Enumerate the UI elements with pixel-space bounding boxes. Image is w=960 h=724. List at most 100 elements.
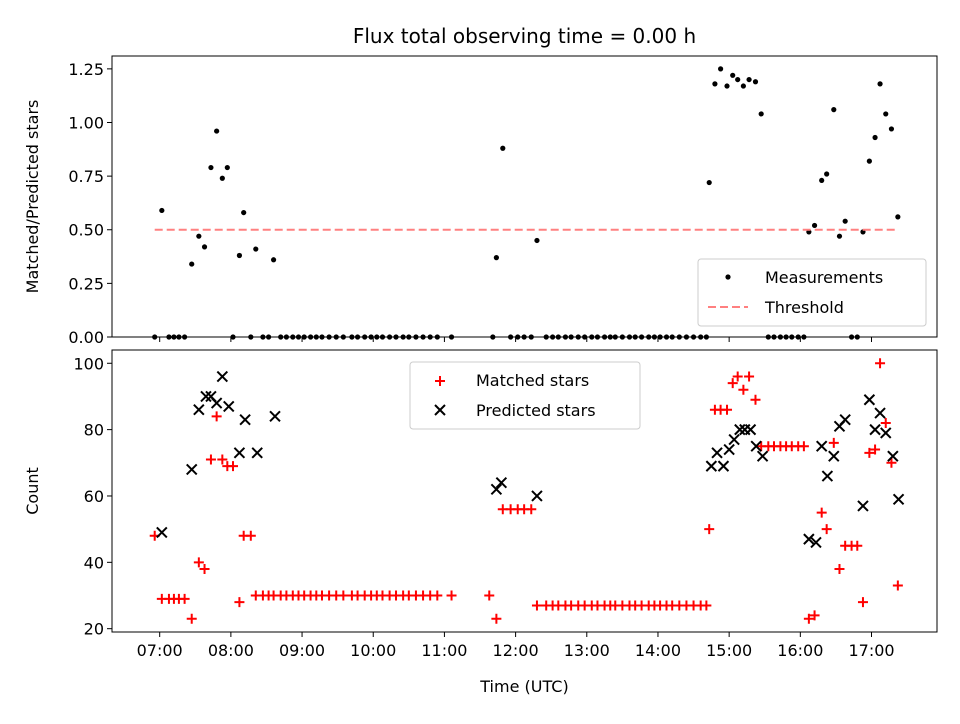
panel1-measurements-point (740, 83, 746, 89)
panel1-measurements-point (159, 207, 165, 214)
panel2-matched-stars-point (809, 610, 820, 621)
panel2-matched-stars-point (199, 563, 210, 574)
panel2-matched-stars-point (880, 417, 891, 428)
panel2-frame (111, 349, 938, 633)
panel2-predicted-stars-point (734, 423, 746, 436)
panel1-measurements-point (196, 233, 202, 239)
panel2-predicted-stars-point (880, 427, 892, 439)
panel2-predicted-stars-point (490, 483, 503, 496)
panel1-measurements-point (752, 79, 759, 85)
panel2-predicted-stars-point (874, 407, 886, 419)
panel1-measurements-point (236, 252, 243, 259)
panel2-matched-stars-point (234, 597, 245, 608)
panel2-predicted-stars-point (892, 493, 905, 506)
panel1-ytick-label: 1.00 (68, 113, 104, 132)
panel1-measurements-point (219, 175, 225, 181)
panel1-measurements-point (534, 237, 540, 244)
panel2-predicted-stars-point (728, 433, 740, 446)
panel2-predicted-stars-point (821, 470, 834, 482)
panel1-measurements-point (758, 111, 764, 117)
panel2-predicted-stars-point (223, 400, 235, 413)
panel1-ytick-label: 0.25 (68, 274, 104, 293)
panel2-xtick-label: 11:00 (421, 641, 467, 660)
panel1-measurements-point (724, 83, 730, 89)
panel2-predicted-stars-point (711, 447, 723, 459)
panel2-matched-stars-point (816, 507, 827, 518)
panel2-matched-stars-point (179, 593, 190, 604)
panel2-ytick-label: 20 (84, 620, 104, 639)
panel2-matched-stars-point (857, 597, 868, 608)
panel2-predicted-stars-point (495, 476, 508, 489)
panel1-title: Flux total observing time = 0.00 h (353, 24, 696, 48)
panel2-ylabel: Count (23, 467, 42, 515)
panel2-predicted-stars-point (857, 500, 869, 512)
panel2-predicted-stars-point (887, 450, 899, 462)
panel2-predicted-stars-point (186, 463, 198, 476)
panel2-xtick-label: 14:00 (635, 641, 681, 660)
panel2-xtick-label: 08:00 (208, 641, 254, 660)
panel2-matched-stars-point (875, 358, 886, 369)
panel2-xtick-label: 10:00 (350, 641, 396, 660)
panel2-predicted-stars-point (233, 447, 246, 459)
panel1-ytick-label: 0.50 (68, 221, 104, 240)
panel2-predicted-stars-point (828, 450, 840, 462)
panel2-ytick-label: 40 (84, 553, 104, 572)
panel2-matched-stars-point (484, 590, 495, 601)
panel1-measurements-point (895, 214, 901, 220)
panel1-ytick-label: 1.25 (68, 60, 104, 79)
panel1-measurements-point (718, 66, 724, 72)
panel2-matched-stars-point (211, 411, 222, 422)
panel2-predicted-stars-point (863, 394, 876, 406)
panel2-matched-stars-point (531, 600, 542, 611)
panel1-measurements-point (201, 244, 208, 250)
panel2-xtick-label: 09:00 (279, 641, 325, 660)
panel2-matched-stars-point (738, 384, 749, 395)
panel2-matched-stars-point (491, 613, 502, 624)
panel2-xtick-label: 07:00 (137, 641, 183, 660)
panel1-measurements-point (241, 209, 247, 216)
panel1-measurements-point (888, 126, 895, 132)
panel1-measurements-point (712, 81, 718, 87)
panel2-predicted-stars-point (803, 533, 815, 545)
panel2-predicted-stars-point (839, 413, 851, 426)
panel2-matched-stars-point (704, 524, 715, 535)
panel2-matched-stars-point (228, 461, 239, 472)
panel2-predicted-stars-point (200, 390, 212, 403)
panel2-predicted-stars-point (810, 536, 822, 549)
panel1-measurements-point (706, 179, 712, 186)
panel2-matched-stars-point (338, 590, 349, 601)
panel2-matched-stars-point (701, 600, 712, 611)
panel1-measurements-point (842, 218, 848, 224)
panel1-ytick-label: 0.00 (68, 328, 104, 347)
panel2-legend-predicted-label: Predicted stars (476, 401, 596, 420)
panel1-measurements-point (883, 111, 889, 117)
panel1-measurements-point (253, 246, 259, 252)
panel1-ylabel: Matched/Predicted stars (23, 100, 42, 294)
panel2-xlabel: Time (UTC) (479, 677, 568, 696)
panel2-matched-stars-point (828, 437, 839, 448)
panel2-predicted-stars-point (210, 397, 223, 409)
panel2-matched-stars-point (432, 590, 443, 601)
panel2-matched-stars-point (834, 563, 845, 574)
panel2-xtick-label: 12:00 (493, 641, 539, 660)
panel2-matched-stars-point (886, 457, 897, 468)
panel1-measurements-point (811, 222, 818, 229)
panel2-matched-stars-point (727, 378, 738, 389)
panel2-xtick-label: 15:00 (706, 641, 752, 660)
panel2-predicted-stars-point (869, 423, 881, 436)
panel2-matched-stars-point (245, 530, 256, 541)
panel2-legend-box (409, 361, 641, 430)
panel1-measurements-point (500, 145, 506, 151)
panel2-matched-stars-point (852, 540, 863, 551)
panel1-measurements-point (214, 128, 220, 134)
panel2-legend-matched-swatch (435, 376, 445, 386)
panel2-predicted-stars-point (723, 443, 735, 456)
panel1-measurements-point (836, 233, 843, 239)
panel2-matched-stars-point (864, 447, 875, 458)
panel2-ytick-label: 60 (84, 487, 104, 506)
panel1-measurements-point (824, 171, 830, 177)
panel2-ytick-label: 100 (73, 354, 104, 373)
panel2-legend-matched-label: Matched stars (476, 371, 589, 390)
panel1-measurements-point (270, 257, 277, 263)
